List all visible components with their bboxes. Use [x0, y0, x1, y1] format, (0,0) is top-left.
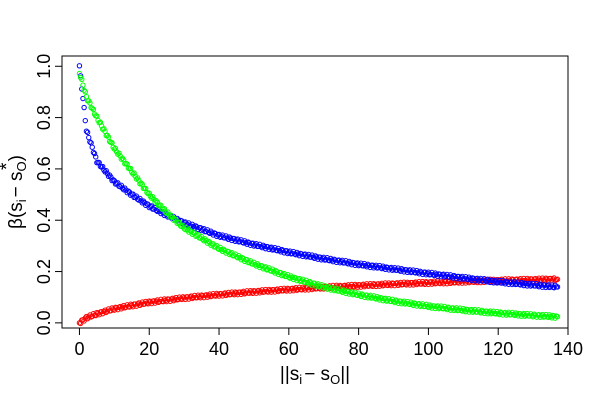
data-point	[81, 104, 87, 111]
data-point	[86, 134, 92, 141]
x-tick-label: 120	[483, 339, 513, 359]
data-point	[82, 89, 88, 95]
data-point	[138, 180, 144, 186]
data-point	[80, 82, 86, 88]
data-point	[87, 100, 93, 106]
data-point	[162, 209, 169, 215]
x-tick-label: 40	[209, 339, 229, 359]
data-point	[103, 167, 109, 174]
data-point	[82, 117, 88, 124]
x-tick-label: 100	[413, 339, 443, 359]
data-point	[351, 260, 357, 266]
data-point	[187, 227, 193, 233]
data-point	[97, 119, 104, 126]
y-axis-label: β(si− sO)	[6, 155, 29, 229]
x-axis-label: ||si − sO||	[280, 364, 350, 387]
x-tick-label: 80	[349, 339, 369, 359]
data-point	[77, 320, 84, 327]
x-tick-label: 20	[139, 339, 159, 359]
data-point	[118, 182, 125, 189]
y-tick-label: 0.6	[34, 156, 54, 181]
data-point	[131, 170, 137, 176]
data-point	[180, 222, 186, 229]
data-point	[554, 314, 561, 320]
data-point	[101, 126, 107, 132]
data-point	[84, 129, 91, 136]
data-point	[91, 150, 98, 157]
data-point	[90, 106, 97, 113]
data-point	[79, 76, 85, 82]
data-point	[89, 105, 95, 111]
data-point	[165, 209, 171, 215]
data-point	[93, 154, 99, 160]
x-tick-label: 140	[553, 339, 583, 359]
x-tick-label: 60	[279, 339, 299, 359]
data-points	[76, 63, 561, 327]
data-point	[137, 195, 143, 202]
data-point	[252, 261, 258, 268]
data-point	[176, 219, 183, 226]
y-tick-label: 0.4	[34, 208, 54, 233]
data-point	[205, 238, 212, 245]
y-tick-label: 0.0	[34, 310, 54, 335]
data-point	[110, 177, 116, 183]
data-point	[554, 276, 561, 282]
data-point	[87, 139, 93, 145]
data-point	[118, 156, 125, 162]
data-point	[116, 150, 122, 156]
data-point	[146, 190, 152, 196]
data-point	[152, 199, 158, 205]
data-point	[554, 284, 561, 290]
y-tick-label: 0.2	[34, 259, 54, 284]
data-point	[170, 217, 177, 223]
y-axis: 0.0 0.2 0.4 0.6 0.8 1.0	[34, 54, 63, 335]
x-axis: 0 20 40 60 80 100 120 140	[74, 327, 583, 359]
data-point	[144, 189, 150, 196]
data-point	[105, 173, 112, 179]
data-point	[125, 188, 132, 194]
data-point	[115, 180, 121, 186]
y-axis-label-star: *	[0, 162, 18, 170]
data-point	[90, 149, 97, 156]
data-point	[150, 194, 156, 200]
y-tick-label: 1.0	[34, 54, 54, 79]
data-point	[112, 145, 119, 152]
data-point	[89, 144, 95, 150]
data-point	[83, 128, 90, 134]
y-tick-label: 0.8	[34, 105, 54, 130]
data-point	[172, 216, 178, 222]
x-tick-label: 0	[74, 339, 84, 359]
data-point	[76, 63, 83, 69]
